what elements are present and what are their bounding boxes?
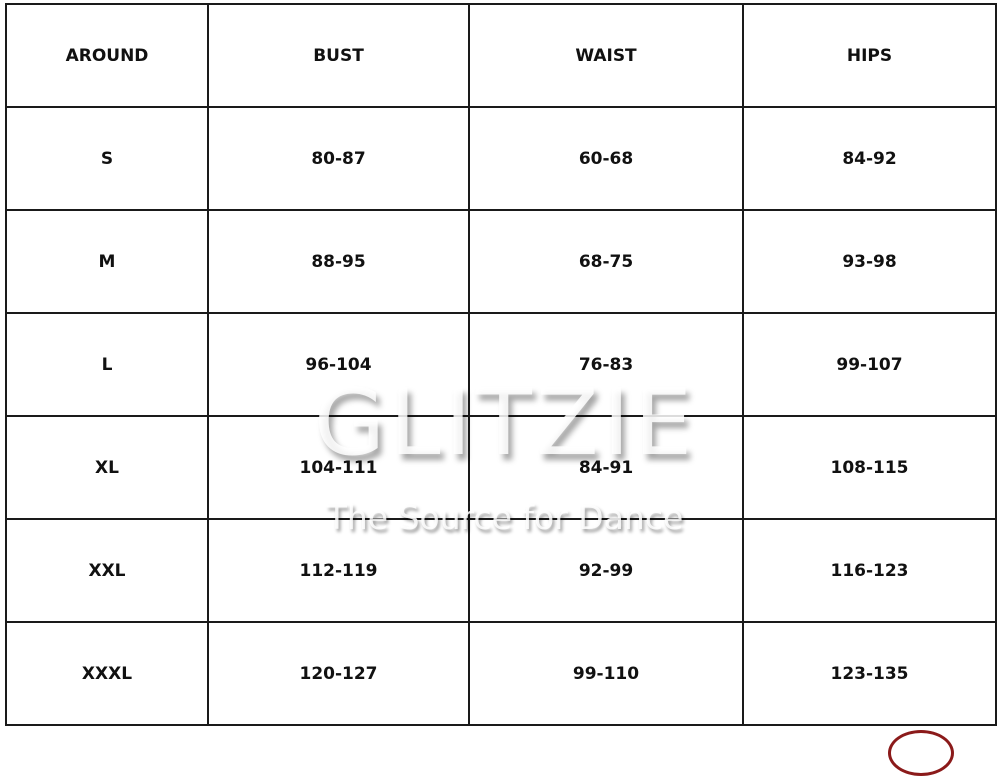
bust-cell: 104-111 [207, 415, 470, 520]
header-bust: BUST [313, 45, 364, 66]
waist-value: 92-99 [578, 560, 634, 581]
size-value: XXXL [81, 663, 133, 684]
waist-cell: 99-110 [468, 621, 744, 726]
table-row: S 80-87 60-68 84-92 [5, 106, 997, 211]
bust-cell: 120-127 [207, 621, 470, 726]
hips-value: 93-98 [842, 251, 897, 272]
hips-value: 116-123 [830, 560, 909, 581]
size-value: L [101, 354, 113, 375]
waist-value: 99-110 [572, 663, 640, 684]
waist-value: 68-75 [578, 251, 634, 272]
bust-cell: 80-87 [207, 106, 470, 211]
header-bust-cell: BUST [207, 3, 470, 108]
hips-cell: 84-92 [742, 106, 997, 211]
size-value: S [100, 148, 114, 169]
header-around: AROUND [65, 45, 149, 66]
waist-cell: 92-99 [468, 518, 744, 623]
size-value: XL [95, 457, 119, 478]
table-row: XXL 112-119 92-99 116-123 [5, 518, 997, 623]
bust-value: 88-95 [311, 251, 366, 272]
bust-cell: 112-119 [207, 518, 470, 623]
size-value: XXL [88, 560, 126, 581]
table-row: XL 104-111 84-91 108-115 [5, 415, 997, 520]
header-row: AROUND BUST WAIST HIPS [5, 3, 997, 108]
waist-cell: 68-75 [468, 209, 744, 314]
waist-value: 60-68 [578, 148, 634, 169]
size-value: M [98, 251, 116, 272]
size-cell: XXXL [5, 621, 209, 726]
waist-cell: 60-68 [468, 106, 744, 211]
hips-cell: 108-115 [742, 415, 997, 520]
bust-value: 104-111 [299, 457, 378, 478]
size-cell: XL [5, 415, 209, 520]
size-chart-table: AROUND BUST WAIST HIPS S 80-87 60-68 84-92 … [5, 3, 997, 726]
header-waist-cell: WAIST [468, 3, 744, 108]
bust-cell: 88-95 [207, 209, 470, 314]
waist-cell: 76-83 [468, 312, 744, 417]
waist-value: 76-83 [578, 354, 634, 375]
hips-value: 108-115 [830, 457, 909, 478]
size-cell: L [5, 312, 209, 417]
header-waist: WAIST [575, 45, 637, 66]
table-row: L 96-104 76-83 99-107 [5, 312, 997, 417]
hips-cell: 116-123 [742, 518, 997, 623]
header-around-cell: AROUND [5, 3, 209, 108]
hips-value: 99-107 [836, 354, 903, 375]
size-cell: M [5, 209, 209, 314]
hips-cell: 123-135 [742, 621, 997, 726]
waist-cell: 84-91 [468, 415, 744, 520]
bust-value: 80-87 [311, 148, 366, 169]
table-row: M 88-95 68-75 93-98 [5, 209, 997, 314]
bust-value: 96-104 [305, 354, 372, 375]
size-cell: S [5, 106, 209, 211]
bust-value: 112-119 [299, 560, 378, 581]
hips-value: 84-92 [842, 148, 897, 169]
size-cell: XXL [5, 518, 209, 623]
header-hips: HIPS [846, 45, 893, 66]
waist-value: 84-91 [578, 457, 634, 478]
bust-value: 120-127 [299, 663, 378, 684]
bust-cell: 96-104 [207, 312, 470, 417]
hips-cell: 93-98 [742, 209, 997, 314]
table-row: XXXL 120-127 99-110 123-135 [5, 621, 997, 726]
hips-value: 123-135 [830, 663, 909, 684]
header-hips-cell: HIPS [742, 3, 997, 108]
hips-cell: 99-107 [742, 312, 997, 417]
